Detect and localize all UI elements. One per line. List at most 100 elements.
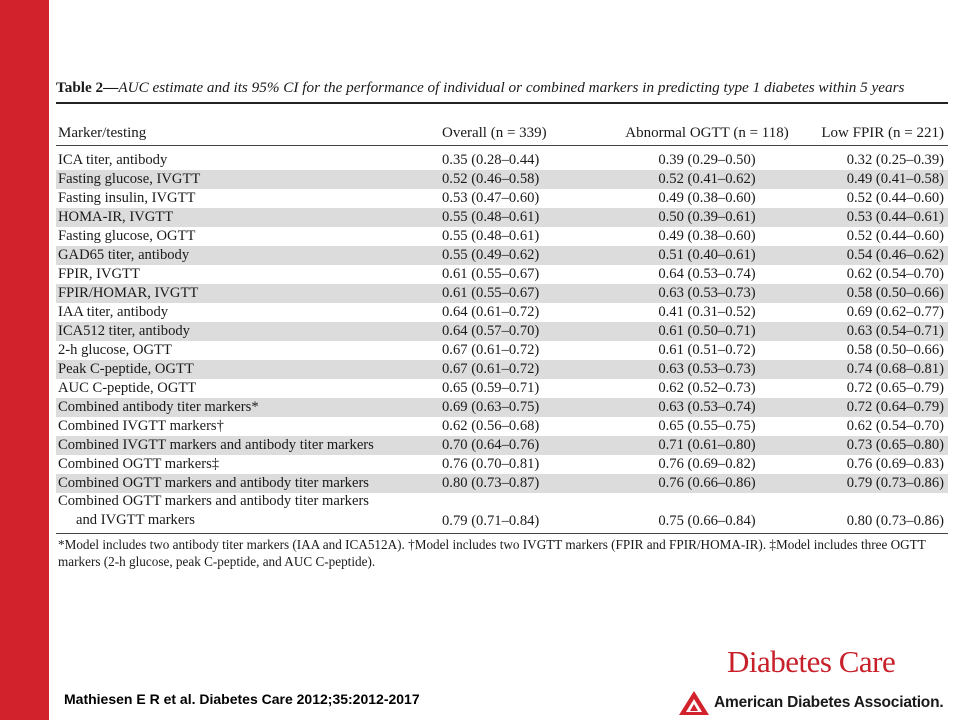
row-marker: Combined OGTT markers‡ xyxy=(58,456,220,472)
row-marker: ICA titer, antibody xyxy=(58,152,168,168)
row-low-fpir: 0.72 (0.64–0.79) xyxy=(846,399,944,415)
row-abnormal-ogtt: 0.49 (0.38–0.60) xyxy=(658,228,756,244)
row-abnormal-ogtt: 0.50 (0.39–0.61) xyxy=(658,209,756,225)
table-row: Peak C-peptide, OGTT 0.67 (0.61–0.72) 0.63… xyxy=(56,360,948,379)
row-overall: 0.62 (0.56–0.68) xyxy=(442,418,540,434)
row-low-fpir: 0.76 (0.69–0.83) xyxy=(846,456,944,472)
ada-logo: American Diabetes Association. xyxy=(678,690,944,716)
table-row: FPIR/HOMAR, IVGTT 0.61 (0.55–0.67) 0.63 (0… xyxy=(56,284,948,303)
row-marker-line2: and IVGTT markers xyxy=(76,512,195,528)
row-overall: 0.64 (0.61–0.72) xyxy=(442,304,540,320)
row-overall: 0.69 (0.63–0.75) xyxy=(442,399,540,415)
table-row: Combined IVGTT markers† 0.62 (0.56–0.68) 0… xyxy=(56,417,948,436)
row-overall: 0.80 (0.73–0.87) xyxy=(442,475,540,491)
row-overall: 0.64 (0.57–0.70) xyxy=(442,323,540,339)
row-abnormal-ogtt: 0.52 (0.41–0.62) xyxy=(658,171,756,187)
row-marker: Combined IVGTT markers† xyxy=(58,418,224,434)
row-overall: 0.79 (0.71–0.84) xyxy=(442,513,540,529)
row-abnormal-ogtt: 0.49 (0.38–0.60) xyxy=(658,190,756,206)
table-title: Table 2—AUC estimate and its 95% CI for … xyxy=(56,78,948,98)
title-rule xyxy=(56,102,948,104)
row-abnormal-ogtt: 0.64 (0.53–0.74) xyxy=(658,266,756,282)
row-low-fpir: 0.54 (0.46–0.62) xyxy=(846,247,944,263)
row-marker: Combined OGTT markers and antibody titer… xyxy=(56,492,442,531)
citation: Mathiesen E R et al. Diabetes Care 2012;… xyxy=(64,691,420,707)
table-row: Fasting glucose, OGTT 0.55 (0.48–0.61) 0.4… xyxy=(56,227,948,246)
row-overall: 0.61 (0.55–0.67) xyxy=(442,285,540,301)
row-overall: 0.67 (0.61–0.72) xyxy=(442,361,540,377)
row-low-fpir: 0.53 (0.44–0.61) xyxy=(846,209,944,225)
table-row: 2-h glucose, OGTT 0.67 (0.61–0.72) 0.61 (0… xyxy=(56,341,948,360)
row-marker: ICA512 titer, antibody xyxy=(58,323,190,339)
row-overall: 0.53 (0.47–0.60) xyxy=(442,190,540,206)
row-low-fpir: 0.52 (0.44–0.60) xyxy=(846,228,944,244)
header-marker: Marker/testing xyxy=(58,124,147,141)
table-row: ICA titer, antibody 0.35 (0.28–0.44) 0.39 … xyxy=(56,151,948,170)
row-marker: Fasting insulin, IVGTT xyxy=(58,190,196,206)
ada-name: American Diabetes Association. xyxy=(714,694,944,711)
table-row: HOMA-IR, IVGTT 0.55 (0.48–0.61) 0.50 (0.39… xyxy=(56,208,948,227)
row-low-fpir: 0.58 (0.50–0.66) xyxy=(846,342,944,358)
row-abnormal-ogtt: 0.63 (0.53–0.74) xyxy=(658,399,756,415)
row-low-fpir: 0.73 (0.65–0.80) xyxy=(846,437,944,453)
row-abnormal-ogtt: 0.71 (0.61–0.80) xyxy=(658,437,756,453)
row-abnormal-ogtt: 0.62 (0.52–0.73) xyxy=(658,380,756,396)
row-marker: Combined OGTT markers and antibody titer… xyxy=(58,475,369,491)
row-overall: 0.55 (0.48–0.61) xyxy=(442,209,540,225)
row-marker: GAD65 titer, antibody xyxy=(58,247,190,263)
row-overall: 0.76 (0.70–0.81) xyxy=(442,456,540,472)
row-marker: FPIR, IVGTT xyxy=(58,266,140,282)
row-overall: 0.67 (0.61–0.72) xyxy=(442,342,540,358)
row-abnormal-ogtt: 0.51 (0.40–0.61) xyxy=(658,247,756,263)
row-marker: Combined IVGTT markers and antibody tite… xyxy=(58,437,374,453)
row-overall: 0.35 (0.28–0.44) xyxy=(442,152,540,168)
table-row: Combined IVGTT markers and antibody tite… xyxy=(56,436,948,455)
table-footnote: *Model includes two antibody titer marke… xyxy=(56,533,948,570)
table-caption: AUC estimate and its 95% CI for the perf… xyxy=(118,79,905,96)
row-low-fpir: 0.72 (0.65–0.79) xyxy=(846,380,944,396)
header-rule xyxy=(56,145,948,146)
row-overall: 0.70 (0.64–0.76) xyxy=(442,437,540,453)
row-abnormal-ogtt: 0.61 (0.51–0.72) xyxy=(658,342,756,358)
header-abnormal-ogtt: Abnormal OGTT (n = 118) xyxy=(625,124,789,141)
table-label: Table 2— xyxy=(56,79,119,96)
journal-logo: Diabetes Care xyxy=(727,644,896,679)
table-row: Combined antibody titer markers* 0.69 (0.… xyxy=(56,398,948,417)
row-overall: 0.55 (0.48–0.61) xyxy=(442,228,540,244)
table-header: Marker/testing Overall (n = 339) Abnorma… xyxy=(56,122,948,144)
row-low-fpir: 0.80 (0.73–0.86) xyxy=(846,513,944,529)
row-marker: Fasting glucose, IVGTT xyxy=(58,171,201,187)
table-block: Table 2—AUC estimate and its 95% CI for … xyxy=(56,78,948,570)
row-low-fpir: 0.52 (0.44–0.60) xyxy=(846,190,944,206)
table-row: FPIR, IVGTT 0.61 (0.55–0.67) 0.64 (0.53–0.… xyxy=(56,265,948,284)
table-row: Fasting insulin, IVGTT 0.53 (0.47–0.60) 0.… xyxy=(56,189,948,208)
row-abnormal-ogtt: 0.65 (0.55–0.75) xyxy=(658,418,756,434)
table-row: ICA512 titer, antibody 0.64 (0.57–0.70) 0.… xyxy=(56,322,948,341)
row-abnormal-ogtt: 0.76 (0.66–0.86) xyxy=(658,475,756,491)
row-abnormal-ogtt: 0.76 (0.69–0.82) xyxy=(658,456,756,472)
row-marker: HOMA-IR, IVGTT xyxy=(58,209,174,225)
table-row: IAA titer, antibody 0.64 (0.61–0.72) 0.41 … xyxy=(56,303,948,322)
row-abnormal-ogtt: 0.39 (0.29–0.50) xyxy=(658,152,756,168)
row-marker: FPIR/HOMAR, IVGTT xyxy=(58,285,199,301)
table-row: Fasting glucose, IVGTT 0.52 (0.46–0.58) 0.… xyxy=(56,170,948,189)
row-low-fpir: 0.79 (0.73–0.86) xyxy=(846,475,944,491)
row-low-fpir: 0.74 (0.68–0.81) xyxy=(846,361,944,377)
row-marker: AUC C-peptide, OGTT xyxy=(58,380,197,396)
row-low-fpir: 0.49 (0.41–0.58) xyxy=(846,171,944,187)
row-low-fpir: 0.58 (0.50–0.66) xyxy=(846,285,944,301)
accent-sidebar xyxy=(0,0,49,720)
row-abnormal-ogtt: 0.61 (0.50–0.71) xyxy=(658,323,756,339)
table-row: Combined OGTT markers‡ 0.76 (0.70–0.81) 0.… xyxy=(56,455,948,474)
header-overall: Overall (n = 339) xyxy=(442,124,547,141)
row-overall: 0.52 (0.46–0.58) xyxy=(442,171,540,187)
row-low-fpir: 0.69 (0.62–0.77) xyxy=(846,304,944,320)
ada-triangle-icon xyxy=(679,691,709,715)
table-body: ICA titer, antibody 0.35 (0.28–0.44) 0.39 … xyxy=(56,151,948,531)
row-marker: Fasting glucose, OGTT xyxy=(58,228,196,244)
row-abnormal-ogtt: 0.63 (0.53–0.73) xyxy=(658,285,756,301)
row-abnormal-ogtt: 0.41 (0.31–0.52) xyxy=(658,304,756,320)
row-overall: 0.65 (0.59–0.71) xyxy=(442,380,540,396)
row-abnormal-ogtt: 0.75 (0.66–0.84) xyxy=(658,513,756,529)
row-low-fpir: 0.32 (0.25–0.39) xyxy=(846,152,944,168)
